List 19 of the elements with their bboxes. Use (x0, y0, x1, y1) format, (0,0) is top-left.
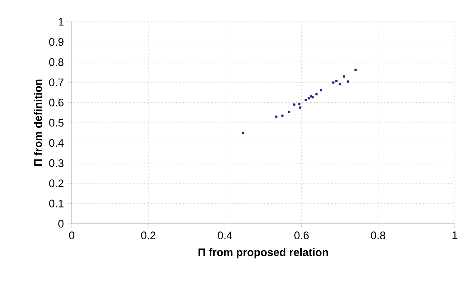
y-tick-label: 0.9 (49, 38, 64, 46)
x-tick-label: 0.4 (218, 232, 232, 240)
y-tick-label: 0 (58, 220, 64, 228)
y-tick-label: 0.2 (49, 180, 64, 188)
y-tick-label: 0.5 (49, 119, 64, 127)
y-tick-label: 0.1 (49, 200, 64, 208)
y-tick-label: 0.7 (49, 78, 64, 86)
x-tick-label: 1 (452, 232, 458, 240)
y-tick-label: 0.6 (49, 98, 64, 107)
x-tick-label: 0.2 (141, 232, 156, 240)
x-tick-label: 0.6 (294, 232, 309, 240)
x-tick-label: 0 (69, 232, 75, 240)
y-tick-label: 0.8 (49, 58, 64, 66)
x-tick-label: 0.8 (371, 232, 386, 240)
y-tick-label: 0.3 (49, 160, 64, 168)
x-axis-title: Π from proposed relation (198, 248, 328, 259)
y-axis-title: Π from definition (34, 80, 42, 166)
y-tick-label: 1 (58, 18, 64, 26)
y-tick-label: 0.4 (49, 139, 64, 148)
